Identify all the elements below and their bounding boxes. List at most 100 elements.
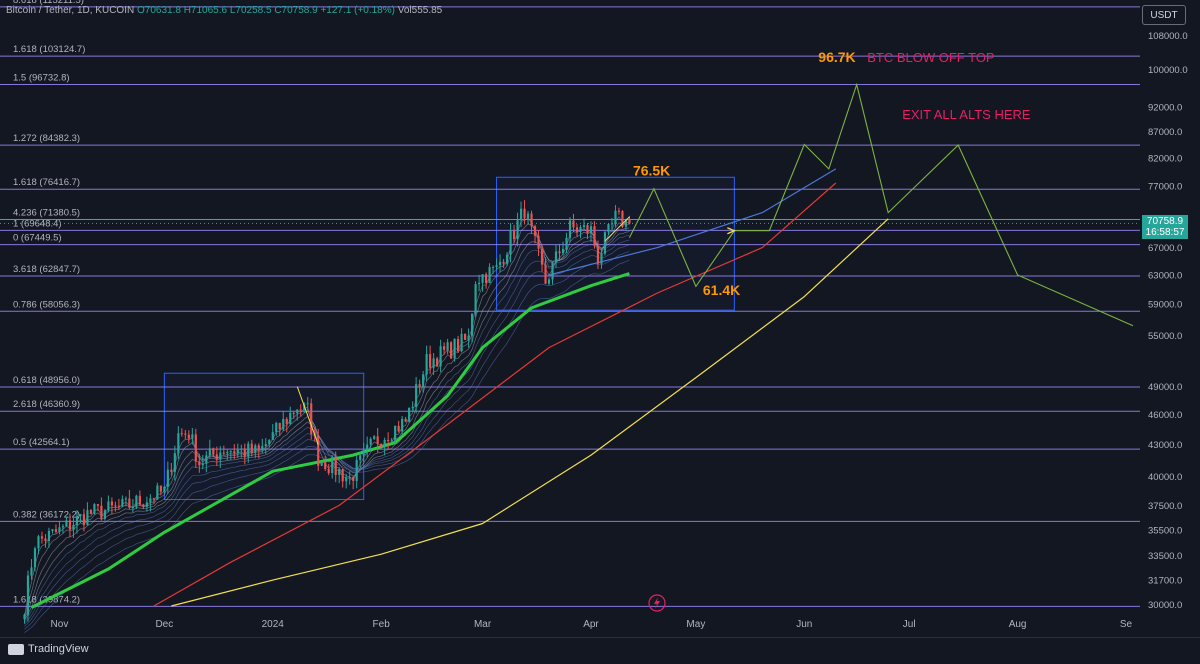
- tradingview-logo[interactable]: TradingView: [8, 643, 89, 655]
- time-tick-label: Jul: [903, 619, 916, 630]
- fib-label-11: 2.618 (46360.9): [13, 399, 80, 410]
- candle: [397, 420, 400, 433]
- time-tick-label: Aug: [1009, 619, 1027, 630]
- candle: [89, 508, 93, 515]
- candle: [121, 495, 124, 507]
- ribbon-line-6: [24, 244, 630, 627]
- ribbon-line-4: [24, 234, 630, 623]
- lightning-icon[interactable]: [648, 594, 666, 612]
- candle: [390, 438, 393, 443]
- fib-label-9: 0.786 (58056.3): [13, 299, 80, 310]
- candle: [107, 495, 110, 513]
- candle: [526, 210, 530, 225]
- ema-line-2: [171, 218, 889, 607]
- candle: [173, 445, 176, 481]
- candle: [352, 476, 355, 490]
- last-price-label: 70758.9 16:58:57: [1142, 215, 1188, 240]
- projection-arrow: [727, 227, 737, 235]
- price-axis-bg: [1140, 0, 1200, 637]
- candle: [348, 471, 351, 485]
- candle: [558, 243, 561, 262]
- candle: [530, 210, 533, 234]
- currency-button[interactable]: USDT: [1142, 5, 1186, 25]
- candle: [26, 570, 30, 622]
- candle: [61, 524, 65, 534]
- symbol-title[interactable]: Bitcoin / Tether, 1D, KUCOIN: [6, 5, 135, 16]
- time-tick-label: May: [686, 619, 705, 630]
- ribbon-line-7: [24, 251, 630, 630]
- annotations: 76.5K 61.4K 96.7K BTC BLOW OFF TOP EXIT ALL …: [633, 49, 1031, 298]
- candle: [467, 328, 470, 348]
- candle: [149, 494, 152, 512]
- candle: [215, 446, 218, 466]
- candle: [544, 257, 547, 285]
- candle: [401, 416, 404, 436]
- candle: [310, 398, 313, 440]
- candle: [47, 527, 51, 548]
- candle: [268, 439, 271, 447]
- candle: [166, 461, 169, 494]
- candle: [593, 221, 596, 249]
- fib-label-3: 1.272 (84382.3): [13, 133, 80, 144]
- candle: [65, 516, 68, 527]
- ribbon-line-5: [24, 239, 630, 625]
- candle: [103, 509, 106, 521]
- candle: [138, 490, 141, 506]
- candle: [264, 438, 267, 454]
- candle: [425, 345, 428, 382]
- swing-line-1: [604, 216, 630, 242]
- candle: [292, 411, 295, 419]
- candle: [505, 251, 509, 266]
- candle: [579, 224, 582, 239]
- candle: [243, 443, 246, 465]
- candle: [554, 244, 558, 268]
- price-tick-label: 40000.0: [1148, 472, 1182, 483]
- last-price-value: 70758.9: [1146, 216, 1184, 228]
- fib-label-7: 0 (67449.5): [13, 233, 62, 244]
- candle: [219, 446, 222, 469]
- fib-label-12: 0.5 (42564.1): [13, 437, 70, 448]
- candle: [247, 441, 250, 463]
- candle: [404, 416, 407, 423]
- candle: [156, 482, 159, 500]
- candle: [44, 534, 47, 548]
- candle: [159, 485, 162, 496]
- candle: [261, 438, 264, 454]
- price-tick-label: 37500.0: [1148, 501, 1182, 512]
- candle: [502, 259, 505, 268]
- range-box-1: [496, 176, 735, 311]
- price-tick-label: 67000.0: [1148, 243, 1182, 254]
- annotation-0: 76.5K: [633, 163, 670, 179]
- fib-label-6: 1 (69648.4): [13, 218, 62, 229]
- candle: [208, 439, 211, 459]
- candle: [600, 247, 603, 269]
- candle: [212, 447, 215, 458]
- candle: [229, 450, 232, 461]
- range-box-0: [163, 372, 365, 501]
- candle: [547, 277, 551, 286]
- fib-label-2: 1.5 (96732.8): [13, 72, 70, 83]
- candle: [128, 489, 131, 510]
- time-tick-label: 2024: [262, 619, 285, 630]
- time-tick-label: Mar: [474, 619, 492, 630]
- candle: [338, 466, 341, 484]
- candle: [540, 244, 544, 272]
- candle: [282, 411, 285, 431]
- candle: [561, 241, 565, 256]
- time-tick-label: Nov: [51, 619, 69, 630]
- candle: [331, 455, 334, 479]
- fib-label-5: 4.236 (71380.5): [13, 207, 80, 218]
- candle: [72, 516, 75, 538]
- candle: [432, 353, 435, 375]
- candle: [327, 463, 330, 476]
- price-tick-label: 30000.0: [1148, 600, 1182, 611]
- candle: [621, 210, 624, 229]
- candle: [380, 443, 383, 448]
- price-tick-label: 92000.0: [1148, 102, 1182, 113]
- candle: [257, 443, 260, 459]
- candle: [180, 428, 183, 437]
- candle: [184, 429, 187, 440]
- candle: [114, 501, 117, 512]
- candle: [75, 510, 79, 534]
